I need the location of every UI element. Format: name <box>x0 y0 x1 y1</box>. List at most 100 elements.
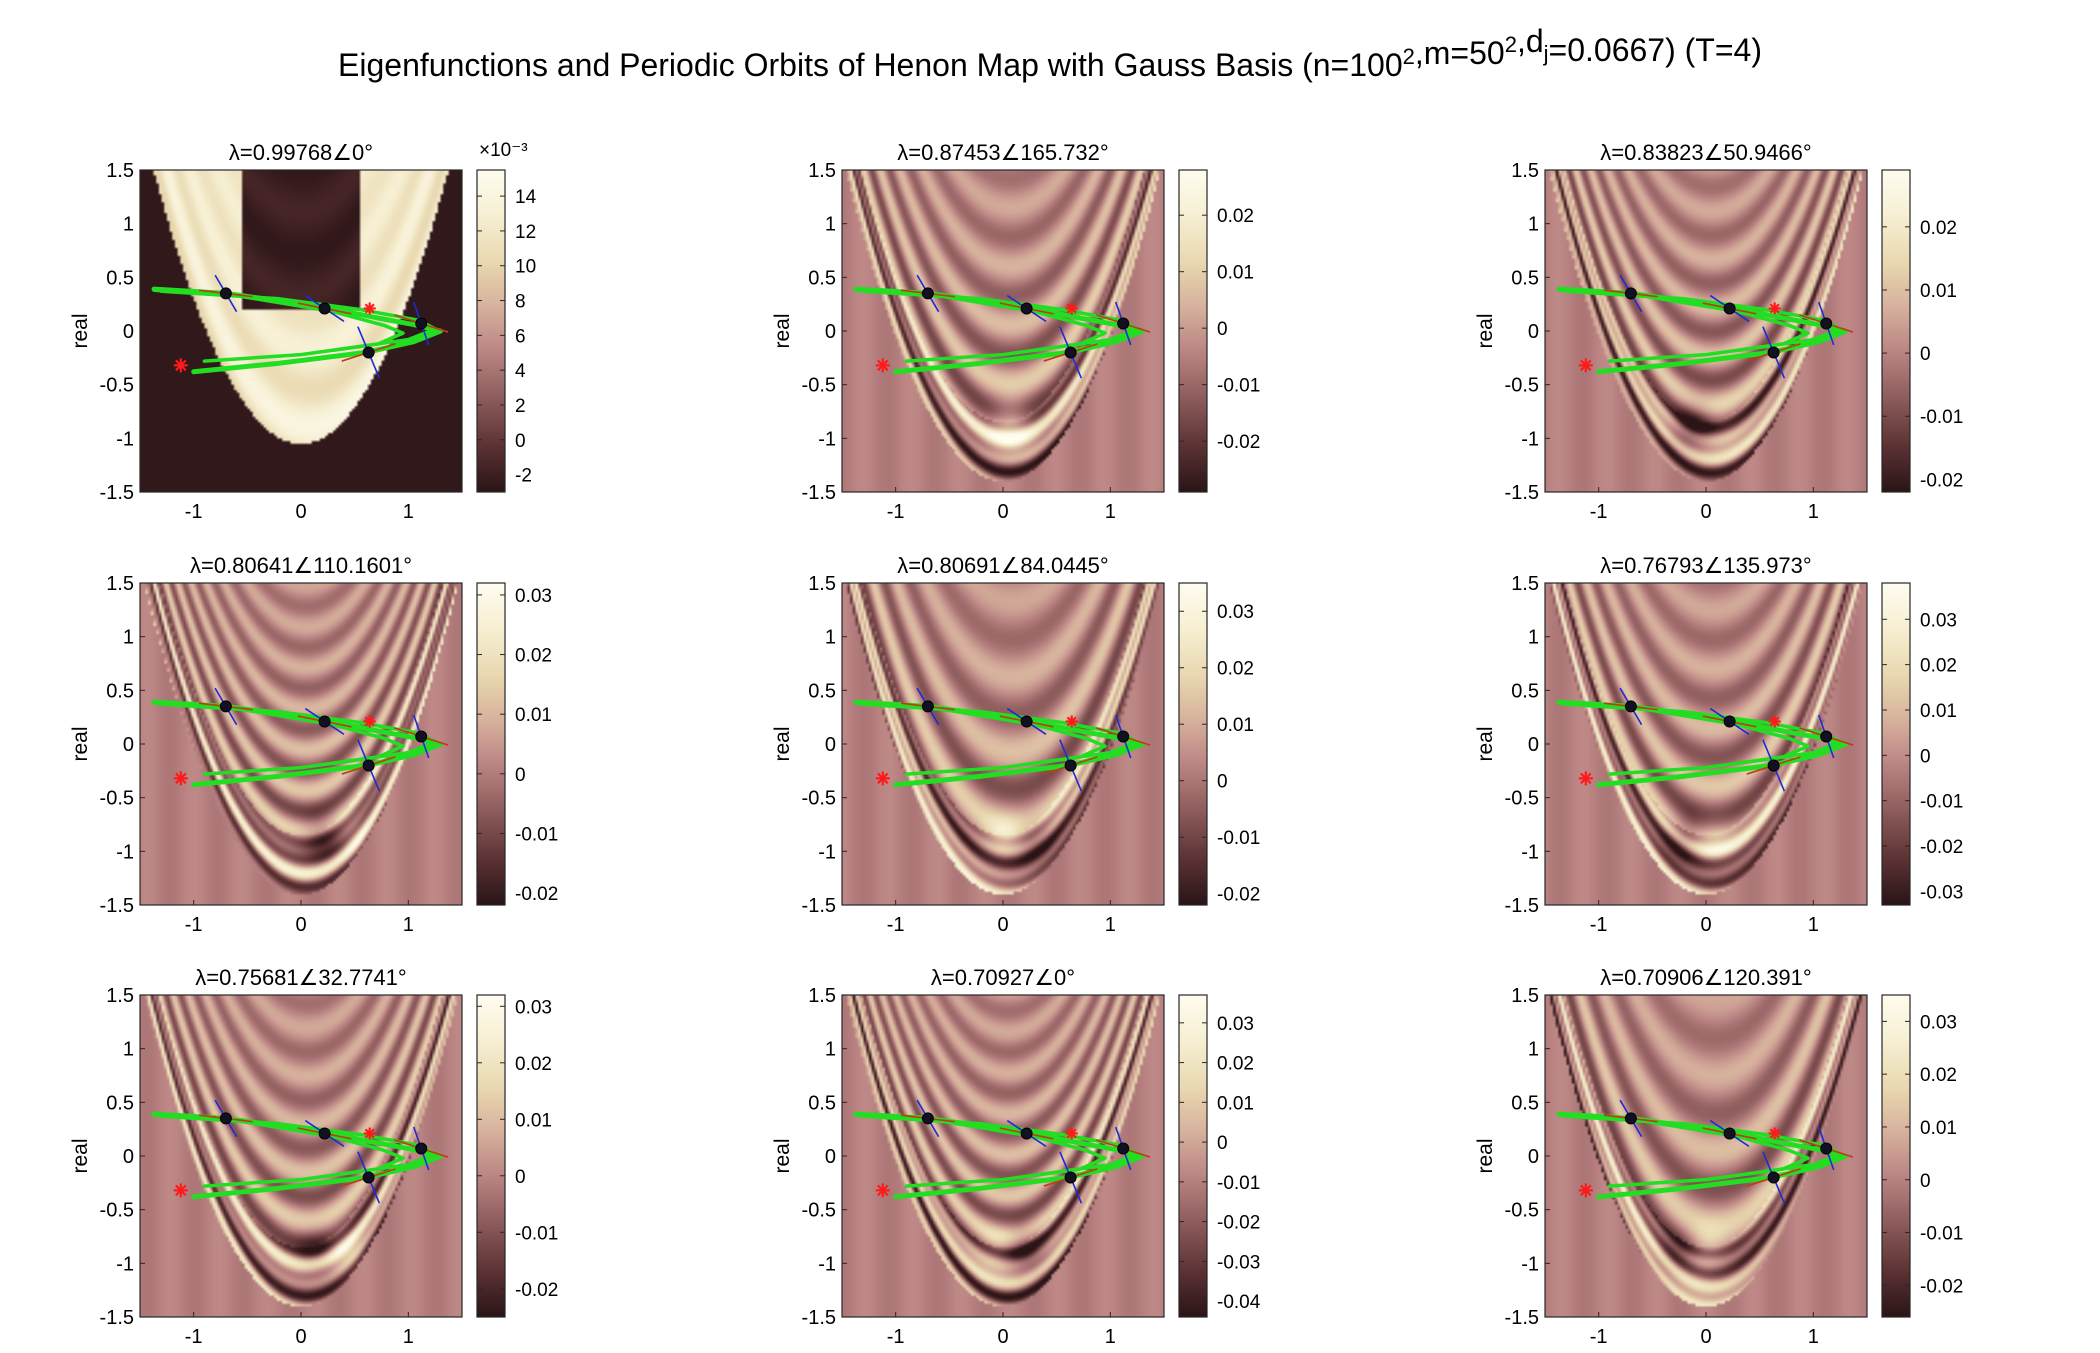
colorbar <box>476 994 506 1318</box>
colorbar <box>1881 582 1911 906</box>
colorbar-tick-label: 0 <box>1217 772 1228 793</box>
colorbar-tick-label: 0 <box>515 1167 526 1188</box>
star-marker <box>1768 302 1781 315</box>
y-tick-label: -1.5 <box>100 895 134 917</box>
y-tick-label: 0.5 <box>1511 680 1539 702</box>
x-tick-label: 0 <box>997 501 1008 523</box>
periodic-point <box>1820 1142 1833 1155</box>
subplot-1: λ=0.99768∠0° 1.5 1 0.5 0 -0.5 -1 -1.5 -1 0 1 real 14… <box>69 140 537 523</box>
periodic-point <box>1767 759 1780 772</box>
colorbar-tick-label: -0.01 <box>515 1223 558 1244</box>
subplot-9: λ=0.70906∠120.391° 1.5 1 0.5 0 -0.5 -1 -1.5 -1 0 1… <box>1474 965 1963 1348</box>
y-tick-label: 1.5 <box>808 985 836 1007</box>
panel-grid: λ=0.99768∠0°1.510.50-0.5-1-1.5-1 0 1real14… <box>69 140 1963 1348</box>
x-tick-label: -1 <box>1590 501 1608 523</box>
colorbar-tick-label: -0.01 <box>1217 828 1260 849</box>
y-tick-label: -0.5 <box>1505 788 1539 810</box>
periodic-point <box>1723 715 1736 728</box>
y-axis-label: real <box>69 313 92 348</box>
y-tick-label: -0.5 <box>802 375 836 397</box>
colorbar-tick-label: 0.01 <box>515 705 552 726</box>
colorbar-tick-label: 0.01 <box>1217 263 1254 284</box>
y-tick-label: 1 <box>123 1039 134 1061</box>
subplot-8: λ=0.70927∠0° 1.5 1 0.5 0 -0.5 -1 -1.5 -1 0 1 real 0.… <box>771 965 1261 1348</box>
y-axis-label: real <box>771 1138 794 1173</box>
y-tick-label: -1.5 <box>1505 895 1539 917</box>
y-tick-label: 0.5 <box>808 680 836 702</box>
periodic-point <box>415 1142 428 1155</box>
orbit-overlay <box>1556 1099 1854 1204</box>
y-tick-label: 1.5 <box>808 160 836 182</box>
x-tick-label: 1 <box>1808 1326 1819 1348</box>
figure-title: Eigenfunctions and Periodic Orbits of He… <box>338 23 1762 83</box>
y-tick-label: -1 <box>818 841 836 863</box>
star-marker <box>1065 1127 1078 1140</box>
periodic-point <box>1020 715 1033 728</box>
x-tick-label: 1 <box>1105 1326 1116 1348</box>
x-tick-label: -1 <box>185 914 203 936</box>
colorbar-tick-label: 0.01 <box>1920 1118 1957 1139</box>
eigenfunction-heatmap <box>842 583 1164 905</box>
x-tick-label: 0 <box>1700 501 1711 523</box>
x-tick-label: 0 <box>295 914 306 936</box>
subplot-2: λ=0.87453∠165.732° 1.5 1 0.5 0 -0.5 -1 -1.5 -1 0 1… <box>771 140 1260 523</box>
colorbar-tick-label: -0.03 <box>1217 1252 1260 1273</box>
colorbar-tick-label: -0.01 <box>1920 1224 1963 1245</box>
y-tick-label: 0 <box>123 1146 134 1168</box>
periodic-point <box>1020 302 1033 315</box>
y-tick-label: -1.5 <box>802 895 836 917</box>
colorbar-tick-label: 0 <box>1920 746 1931 767</box>
star-marker <box>1768 1127 1781 1140</box>
colorbar-tick-label: -0.04 <box>1217 1292 1261 1313</box>
x-tick-label: 0 <box>997 914 1008 936</box>
x-tick-label: 0 <box>1700 1326 1711 1348</box>
orbit-overlay <box>151 274 449 379</box>
periodic-point <box>921 700 934 713</box>
x-tick-label: 1 <box>1105 501 1116 523</box>
periodic-point <box>1820 730 1833 743</box>
y-tick-label: 1 <box>123 214 134 236</box>
colorbar-tick-label: -2 <box>515 466 532 487</box>
colorbar-tick-label: 0.01 <box>1920 281 1957 302</box>
y-axis-label: real <box>69 1138 92 1173</box>
y-tick-label: 0 <box>123 321 134 343</box>
y-tick-label: 0.5 <box>808 1092 836 1114</box>
x-tick-label: 1 <box>1808 914 1819 936</box>
colorbar-tick-label: -0.02 <box>1920 1276 1963 1297</box>
eigenfunction-heatmap <box>140 170 462 492</box>
periodic-point <box>362 759 375 772</box>
y-tick-label: 1.5 <box>1511 160 1539 182</box>
colorbar <box>1881 169 1911 493</box>
subplot-title: λ=0.75681∠32.7741° <box>195 965 406 990</box>
colorbar-exponent: ×10⁻³ <box>479 140 528 161</box>
x-tick-label: -1 <box>887 914 905 936</box>
colorbar-tick-label: -0.02 <box>1920 470 1963 491</box>
y-tick-label: 0 <box>123 734 134 756</box>
colorbar <box>1178 582 1208 906</box>
colorbar-tick-label: 0.03 <box>1217 1014 1254 1035</box>
y-tick-label: -1 <box>116 428 134 450</box>
x-tick-label: 0 <box>295 1326 306 1348</box>
colorbar-tick-label: -0.02 <box>1217 1213 1260 1234</box>
colorbar-tick-label: 2 <box>515 396 526 417</box>
x-tick-label: 1 <box>1105 914 1116 936</box>
x-tick-label: 0 <box>997 1326 1008 1348</box>
subplot-4: λ=0.80641∠110.1601° 1.5 1 0.5 0 -0.5 -1 -1.5 -1 0… <box>69 553 558 936</box>
x-tick-label: 1 <box>403 501 414 523</box>
colorbar-tick-label: -0.02 <box>1920 837 1963 858</box>
y-tick-label: 1 <box>825 214 836 236</box>
y-tick-label: 0.5 <box>106 680 134 702</box>
star-marker <box>1578 358 1593 373</box>
colorbar-tick-label: 0 <box>515 431 526 452</box>
periodic-point <box>1020 1127 1033 1140</box>
colorbar-tick-label: 0.02 <box>1920 218 1957 239</box>
colorbar-tick-label: 0.01 <box>1217 715 1254 736</box>
colorbar-tick-label: 0.03 <box>1217 602 1254 623</box>
periodic-point <box>1767 346 1780 359</box>
periodic-point <box>1064 759 1077 772</box>
y-tick-label: -1 <box>818 1253 836 1275</box>
star-marker <box>173 358 188 373</box>
colorbar-tick-label: 0 <box>1920 1171 1931 1192</box>
star-marker <box>1578 771 1593 786</box>
star-marker <box>875 1183 890 1198</box>
